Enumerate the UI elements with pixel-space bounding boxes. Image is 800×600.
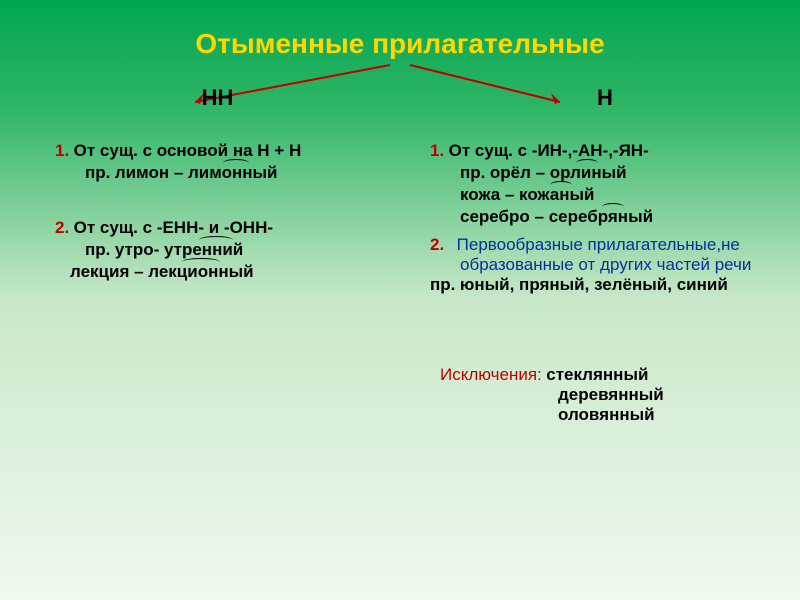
rule-text: От сущ. с основой на Н + Н [74, 141, 302, 160]
example-prefix: пр. [85, 240, 110, 259]
slide-title: Отыменные прилагательные [0, 0, 800, 60]
rule-n-1: 1. От сущ. с -ИН-,-АН-,-ЯН- пр. орёл – о… [430, 141, 780, 227]
header-nn: НН [55, 85, 380, 111]
rule-nn-1: 1. От сущ. с основой на Н + Н пр. лимон … [55, 141, 380, 183]
column-nn: НН 1. От сущ. с основой на Н + Н пр. лим… [20, 85, 380, 425]
rule-text: От сущ. с -ЕНН- и -ОНН- [74, 218, 273, 237]
example-text: лимон – лимонный [115, 163, 278, 183]
example-text: орёл – орлиный [490, 163, 627, 183]
exception-word: деревянный [558, 385, 664, 404]
rule-number: 1. [55, 141, 69, 160]
example-prefix: пр. [460, 163, 485, 182]
rule-text: От сущ. с -ИН-,-АН-,-ЯН- [449, 141, 649, 160]
rule-number: 2. [430, 235, 444, 254]
column-n: Н 1. От сущ. с -ИН-,-АН-,-ЯН- пр. орёл –… [420, 85, 780, 425]
example-text: лекция – лекционный [70, 262, 254, 282]
rule-n-2: 2. Первообразные прилагательные,не образ… [430, 235, 780, 295]
rule-number: 1. [430, 141, 444, 160]
example-prefix: пр. [85, 163, 110, 182]
example-text: кожа – кожаный [460, 185, 594, 205]
rule-text-blue: образованные от других частей речи [460, 255, 751, 274]
exceptions-block: Исключения: стеклянный деревянный оловян… [430, 365, 780, 425]
exceptions-label: Исключения: [440, 365, 542, 384]
rule-text-blue: Первообразные прилагательные,не [449, 235, 740, 254]
rule-nn-2: 2. От сущ. с -ЕНН- и -ОНН- пр. утро- утр… [55, 218, 380, 282]
example-text: юный, пряный, зелёный, синий [460, 275, 728, 294]
example-text: утро- утренний [115, 240, 243, 260]
example-prefix: пр. [430, 275, 455, 294]
rule-number: 2. [55, 218, 69, 237]
exception-word: оловянный [558, 405, 655, 424]
example-text: серебро – серебряный [460, 207, 653, 227]
header-n: Н [430, 85, 780, 111]
exception-word: стеклянный [546, 365, 648, 384]
